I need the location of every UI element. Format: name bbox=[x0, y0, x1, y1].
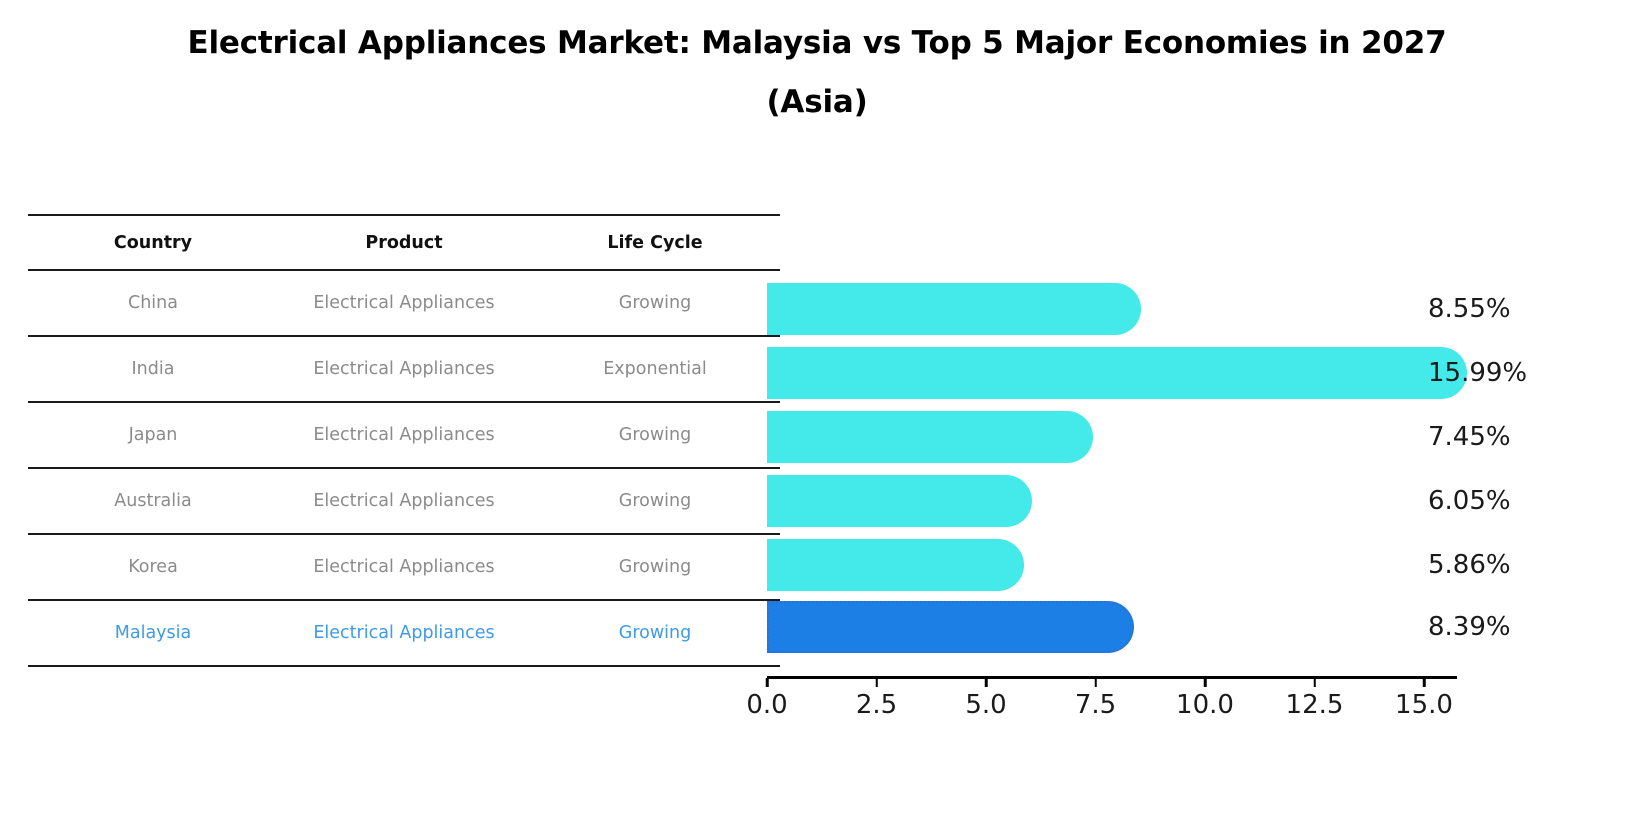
bar[interactable] bbox=[767, 475, 1032, 527]
x-axis-tick-label: 7.5 bbox=[1074, 690, 1117, 720]
country-table: Country Product Life Cycle China Electric… bbox=[28, 214, 780, 667]
table-row: Japan Electrical Appliances Growing bbox=[28, 402, 780, 469]
country-cell: China bbox=[28, 270, 278, 337]
life-cycle-cell: Growing bbox=[530, 534, 780, 601]
table-row: Australia Electrical Appliances Growing bbox=[28, 468, 780, 535]
bar[interactable] bbox=[767, 283, 1142, 335]
x-axis-line bbox=[767, 676, 1457, 679]
country-cell: Malaysia bbox=[28, 600, 278, 667]
bar-value-label: 8.55% bbox=[1428, 294, 1511, 324]
product-cell: Electrical Appliances bbox=[278, 600, 530, 667]
table-header-row: Country Product Life Cycle bbox=[28, 214, 780, 271]
life-cycle-cell: Growing bbox=[530, 600, 780, 667]
country-cell: Australia bbox=[28, 468, 278, 535]
product-cell: Electrical Appliances bbox=[278, 468, 530, 535]
x-axis-tick bbox=[1094, 678, 1097, 687]
country-cell: Japan bbox=[28, 402, 278, 469]
bar-row bbox=[767, 539, 1024, 591]
bar-value-label: 6.05% bbox=[1428, 486, 1511, 516]
x-axis-tick-label: 2.5 bbox=[855, 690, 898, 720]
column-header-country: Country bbox=[28, 214, 278, 271]
country-cell: India bbox=[28, 336, 278, 403]
country-cell: Korea bbox=[28, 534, 278, 601]
table-row: Malaysia Electrical Appliances Growing bbox=[28, 600, 780, 667]
life-cycle-cell: Growing bbox=[530, 468, 780, 535]
x-axis-tick bbox=[875, 678, 878, 687]
bar-value-label: 8.39% bbox=[1428, 612, 1511, 642]
column-header-product: Product bbox=[278, 214, 530, 271]
life-cycle-cell: Growing bbox=[530, 402, 780, 469]
table-row: China Electrical Appliances Growing bbox=[28, 270, 780, 337]
product-cell: Electrical Appliances bbox=[278, 336, 530, 403]
x-axis-tick-label: 0.0 bbox=[746, 690, 788, 720]
x-axis-tick-label: 5.0 bbox=[965, 690, 1007, 720]
product-cell: Electrical Appliances bbox=[278, 402, 530, 469]
bar[interactable] bbox=[767, 347, 1468, 399]
bar[interactable] bbox=[767, 411, 1094, 463]
product-cell: Electrical Appliances bbox=[278, 270, 530, 337]
bar-row bbox=[767, 601, 1135, 653]
x-axis-tick bbox=[984, 678, 988, 687]
x-axis-tick-label: 10.0 bbox=[1176, 690, 1234, 720]
column-header-life-cycle: Life Cycle bbox=[530, 214, 780, 271]
chart-title: Electrical Appliances Market: Malaysia v… bbox=[0, 14, 1634, 132]
table-row: India Electrical Appliances Exponential bbox=[28, 336, 780, 403]
x-axis-tick bbox=[1313, 678, 1316, 687]
bar-highlighted[interactable] bbox=[767, 601, 1135, 653]
x-axis: 0.0 2.5 5.0 7.5 10.0 12.5 15.0 bbox=[746, 676, 1457, 720]
life-cycle-cell: Growing bbox=[530, 270, 780, 337]
x-axis-tick-label: 15.0 bbox=[1395, 690, 1453, 720]
product-cell: Electrical Appliances bbox=[278, 534, 530, 601]
chart-title-line-2: (Asia) bbox=[766, 83, 868, 120]
x-axis-tick bbox=[1203, 678, 1207, 687]
x-axis-tick-label: 12.5 bbox=[1285, 690, 1344, 720]
bar-row bbox=[767, 283, 1142, 335]
table-body: China Electrical Appliances Growing India El… bbox=[28, 270, 780, 667]
bar-row bbox=[767, 411, 1094, 463]
bar-row bbox=[767, 475, 1032, 527]
bar-value-label: 7.45% bbox=[1428, 422, 1511, 452]
chart-title-line-1: Electrical Appliances Market: Malaysia v… bbox=[187, 25, 1447, 61]
bar[interactable] bbox=[767, 539, 1024, 591]
x-axis-tick bbox=[765, 678, 769, 687]
bar-row bbox=[767, 347, 1468, 399]
x-axis-tick bbox=[1422, 678, 1426, 687]
table-row: Korea Electrical Appliances Growing bbox=[28, 534, 780, 601]
life-cycle-cell: Exponential bbox=[530, 336, 780, 403]
bar-value-label: 5.86% bbox=[1428, 550, 1511, 580]
